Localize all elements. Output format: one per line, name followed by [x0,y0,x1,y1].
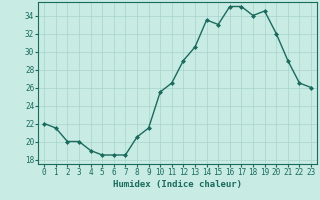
X-axis label: Humidex (Indice chaleur): Humidex (Indice chaleur) [113,180,242,189]
